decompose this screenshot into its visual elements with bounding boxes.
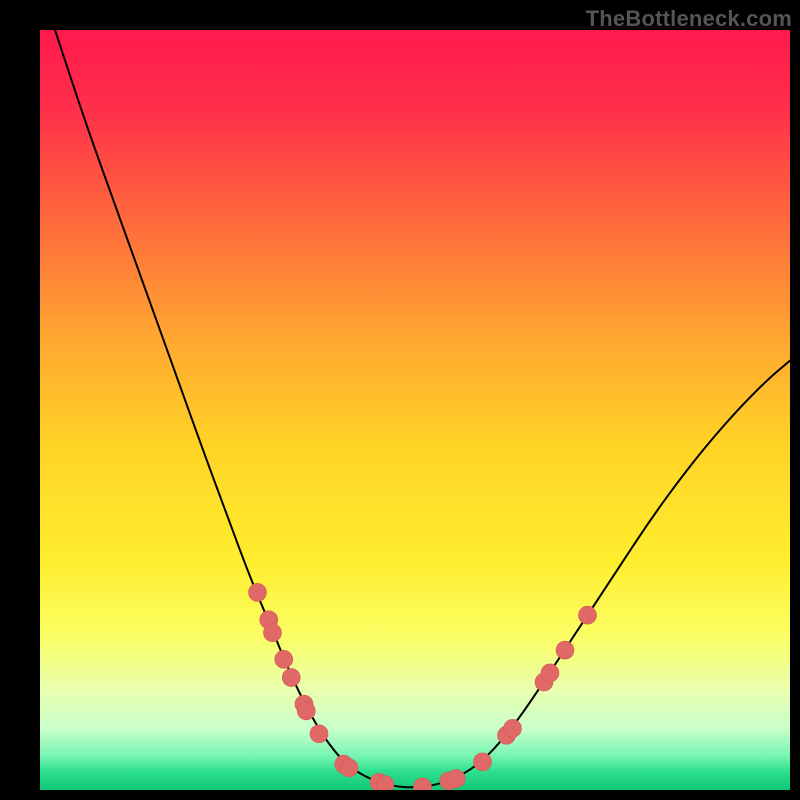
data-marker — [297, 702, 315, 720]
watermark-label: TheBottleneck.com — [586, 6, 792, 32]
data-marker — [340, 759, 358, 777]
data-marker — [541, 664, 559, 682]
data-marker — [275, 650, 293, 668]
chart-container: TheBottleneck.com — [0, 0, 800, 800]
data-marker — [556, 641, 574, 659]
data-marker — [249, 583, 267, 601]
data-marker — [474, 753, 492, 771]
data-marker — [282, 669, 300, 687]
plot-area — [40, 30, 790, 790]
data-marker — [264, 624, 282, 642]
plot-svg — [40, 30, 790, 790]
data-marker — [310, 725, 328, 743]
gradient-background — [40, 30, 790, 790]
data-marker — [447, 770, 465, 788]
data-marker — [504, 719, 522, 737]
data-marker — [579, 606, 597, 624]
